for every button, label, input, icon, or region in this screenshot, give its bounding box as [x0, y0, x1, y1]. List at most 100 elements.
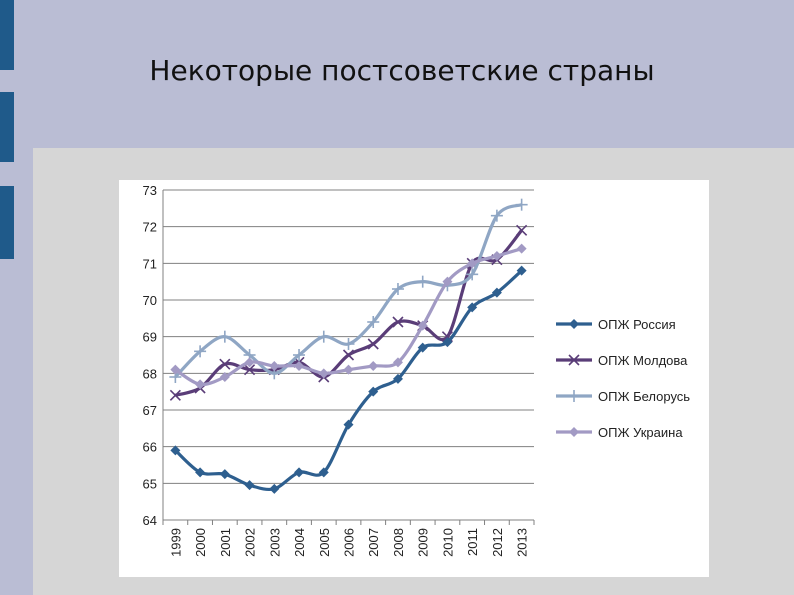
data-point — [218, 330, 231, 343]
data-point — [367, 316, 380, 328]
y-tick-label: 71 — [143, 256, 157, 271]
data-point — [244, 480, 255, 491]
data-point — [169, 389, 181, 401]
legend-label: ОПЖ Молдова — [598, 353, 688, 368]
data-point — [417, 342, 428, 353]
marker-stroke — [219, 358, 231, 370]
slide-title: Некоторые постсоветские страны — [149, 54, 655, 87]
y-tick-label: 65 — [143, 476, 157, 491]
data-point — [317, 330, 330, 343]
x-tick-label: 2009 — [416, 528, 431, 557]
y-tick-label: 69 — [143, 330, 157, 345]
marker-stroke — [342, 349, 355, 361]
data-point — [195, 467, 206, 478]
data-point — [416, 275, 429, 288]
data-point — [516, 224, 528, 236]
y-tick-label: 70 — [143, 293, 157, 308]
data-point — [516, 243, 527, 254]
data-point — [342, 338, 355, 350]
data-point — [318, 368, 329, 379]
data-point — [467, 258, 478, 269]
series-3 — [170, 243, 527, 390]
legend-item: ОПЖ Украина — [556, 425, 683, 440]
x-tick-label: 2002 — [243, 528, 258, 557]
data-point — [368, 386, 379, 397]
legend-item: ОПЖ Россия — [556, 317, 676, 332]
marker-stroke — [367, 338, 379, 350]
legend-layer: ОПЖ Россия ОПЖ Молдова ОПЖ Белорусь ОПЖ Укр… — [556, 317, 690, 440]
data-point — [490, 209, 503, 222]
legend-swatch-marker — [568, 354, 580, 366]
data-point — [244, 364, 256, 376]
data-point — [515, 198, 528, 211]
x-tick-label: 2010 — [440, 528, 455, 557]
data-point — [343, 364, 354, 375]
series-layer — [169, 198, 528, 494]
accent-bar-top — [0, 0, 14, 70]
y-tick-label: 73 — [143, 183, 157, 198]
legend-swatch-marker — [569, 319, 579, 329]
legend-swatch-marker — [568, 390, 580, 402]
y-tick-label: 64 — [143, 513, 157, 528]
data-point — [294, 467, 305, 478]
legend-label: ОПЖ Белорусь — [598, 389, 690, 404]
data-point — [269, 483, 280, 494]
legend-swatch-marker — [569, 427, 579, 437]
data-point — [417, 320, 428, 331]
x-tick-label: 2008 — [391, 528, 406, 557]
x-tick-label: 2001 — [218, 528, 233, 557]
marker-stroke — [392, 316, 404, 328]
y-tick-label: 66 — [143, 440, 157, 455]
data-point — [491, 251, 502, 261]
data-point — [343, 419, 354, 430]
x-tick-label: 2005 — [317, 528, 332, 557]
legend-item: ОПЖ Молдова — [556, 353, 688, 368]
x-tick-label: 1999 — [168, 528, 183, 557]
legend-label: ОПЖ Украина — [598, 425, 683, 440]
life-expectancy-chart: 64 65 66 67 68 69 70 71 72 73 1999 2000 2001 2002 2003… — [143, 183, 691, 557]
y-tick-label: 72 — [143, 220, 157, 235]
y-tick-label: 67 — [143, 403, 157, 418]
series-0 — [170, 265, 527, 494]
marker-stroke — [516, 224, 528, 236]
data-point — [442, 337, 453, 348]
data-point — [318, 467, 329, 478]
x-tick-label: 2004 — [292, 528, 307, 557]
x-tick-label: 2000 — [193, 528, 208, 557]
data-point — [293, 349, 306, 361]
marker-stroke — [568, 354, 580, 366]
data-point — [392, 357, 403, 368]
data-point — [294, 361, 305, 371]
data-point — [392, 316, 404, 328]
y-tick-label: 68 — [143, 366, 157, 381]
marker-stroke — [244, 364, 256, 376]
x-tick-label: 2003 — [267, 528, 282, 557]
marker-stroke — [441, 331, 453, 343]
data-point — [269, 361, 280, 371]
data-point — [392, 373, 403, 384]
series-line — [174, 203, 523, 379]
chart-card: 64 65 66 67 68 69 70 71 72 73 1999 2000 2001 2002 2003… — [119, 180, 709, 577]
data-point — [367, 338, 379, 350]
x-tick-label: 2007 — [366, 528, 381, 557]
data-point — [491, 287, 502, 298]
axis-layer: 64 65 66 67 68 69 70 71 72 73 1999 2000 2001 2002 2003… — [143, 183, 535, 557]
accent-bar-middle — [0, 92, 14, 162]
data-point — [391, 283, 404, 295]
data-point — [342, 349, 355, 361]
data-point — [219, 358, 231, 370]
data-point — [442, 276, 453, 287]
x-tick-label: 2006 — [342, 528, 357, 557]
data-point — [244, 357, 255, 368]
legend-label: ОПЖ Россия — [598, 317, 676, 332]
data-point — [368, 361, 379, 371]
marker-stroke — [169, 389, 181, 401]
x-tick-label: 2011 — [465, 528, 480, 556]
data-point — [467, 302, 478, 313]
accent-bar-bottom — [0, 186, 14, 259]
data-point — [466, 268, 479, 281]
data-point — [219, 469, 230, 480]
series-2 — [169, 198, 528, 383]
data-point — [194, 345, 207, 358]
x-tick-label: 2012 — [490, 528, 505, 557]
